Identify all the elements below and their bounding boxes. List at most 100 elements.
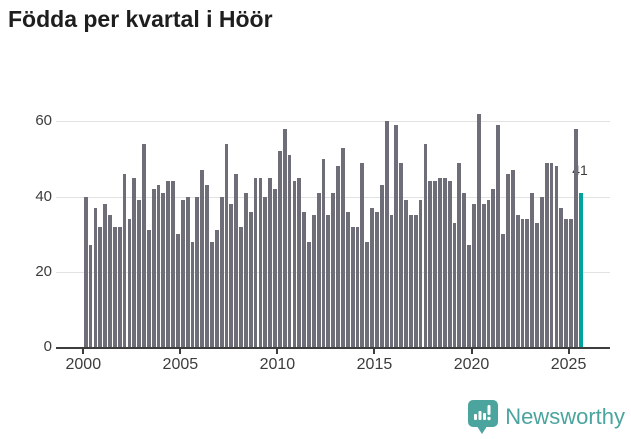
bar-2019-q4 <box>467 245 471 347</box>
value-label: 41 <box>572 162 588 178</box>
y-axis-label-60: 60 <box>35 112 52 130</box>
bar-2018-q2 <box>438 177 442 347</box>
bar-2011-q4 <box>311 215 316 347</box>
bar-2013-q3 <box>345 211 350 347</box>
bar-2003-q1 <box>142 143 146 347</box>
x-tick-2000 <box>82 349 85 354</box>
bar-2020-q2 <box>476 113 481 347</box>
bar-2001-q4 <box>117 226 122 347</box>
y-axis-label-40: 40 <box>35 187 52 205</box>
bar-2014-q4 <box>370 207 374 347</box>
x-axis-label-2010: 2010 <box>259 356 296 373</box>
bar-2004-q1 <box>161 192 166 347</box>
x-axis-label-2025: 2025 <box>550 356 587 373</box>
bar-2013-q2 <box>341 147 345 347</box>
x-axis-label-2005: 2005 <box>162 356 199 373</box>
newsworthy-brand-text: Newsworthy <box>505 404 625 429</box>
bar-2005-q2 <box>185 196 190 347</box>
bar-2009-q1 <box>258 177 263 347</box>
bar-2008-q3 <box>248 211 253 347</box>
bar-2013-q1 <box>336 166 340 347</box>
bar-2022-q4 <box>525 219 530 347</box>
bar-2012-q1 <box>316 192 321 347</box>
bar-2014-q1 <box>355 226 360 347</box>
bar-2007-q3 <box>229 204 234 347</box>
x-axis-label-2000: 2000 <box>65 356 102 373</box>
bar-2012-q4 <box>331 192 336 347</box>
x-axis-label-2020: 2020 <box>453 356 490 373</box>
bar-2023-q1 <box>530 192 535 347</box>
bar-2008-q2 <box>243 192 248 347</box>
gridline-60 <box>56 121 610 123</box>
bar-2011-q2 <box>302 211 306 347</box>
bar-2010-q3 <box>287 155 292 347</box>
bar-2002-q1 <box>122 173 127 347</box>
bar-2009-q3 <box>268 177 273 347</box>
y-axis-label-0: 0 <box>43 338 52 355</box>
bar-2017-q4 <box>428 181 433 347</box>
page-title: Födda per kvartal i Höör <box>8 6 273 32</box>
bar-2024-q1 <box>549 162 554 347</box>
bar-2001-q3 <box>112 226 117 347</box>
bar-2017-q2 <box>418 200 423 347</box>
bar-2025-q2 <box>573 128 578 347</box>
bar-2015-q4 <box>389 215 394 347</box>
bar-2002-q4 <box>137 200 142 347</box>
bar-2008-q4 <box>253 177 258 347</box>
x-tick-2020 <box>470 349 473 354</box>
bar-2010-q4 <box>292 181 297 347</box>
bar-2025-q3 <box>578 192 583 347</box>
bar-2010-q2 <box>282 128 287 347</box>
bar-2003-q4 <box>156 185 161 347</box>
bar-2003-q3 <box>151 189 156 347</box>
bar-2000-q1 <box>83 196 88 347</box>
bar-2006-q3 <box>210 241 214 347</box>
bar-2021-q2 <box>496 125 501 347</box>
bar-2011-q3 <box>307 241 311 347</box>
bar-2019-q2 <box>457 162 462 347</box>
bar-2006-q2 <box>205 185 209 347</box>
bar-2007-q4 <box>234 173 239 347</box>
bar-2019-q1 <box>452 222 457 347</box>
bar-2024-q4 <box>564 219 569 347</box>
bar-2010-q1 <box>277 151 282 347</box>
bar-2012-q3 <box>326 215 331 347</box>
bar-2023-q2 <box>535 222 539 347</box>
bar-2020-q4 <box>486 200 491 347</box>
bar-2024-q2 <box>554 166 559 347</box>
bar-2006-q4 <box>214 230 219 347</box>
bar-2015-q1 <box>375 211 379 347</box>
bar-2009-q4 <box>273 189 277 347</box>
bar-2009-q2 <box>263 196 268 347</box>
bar-2018-q1 <box>433 181 438 347</box>
bar-2016-q2 <box>399 162 404 347</box>
bar-2004-q4 <box>176 234 180 347</box>
bar-2005-q3 <box>190 241 195 347</box>
bar-2000-q2 <box>88 245 93 347</box>
bar-2002-q3 <box>132 177 137 347</box>
x-tick-2025 <box>567 349 570 354</box>
bar-2002-q2 <box>127 219 132 347</box>
bar-2016-q1 <box>394 125 399 347</box>
bar-2017-q1 <box>413 215 418 347</box>
x-axis-label-2015: 2015 <box>356 356 393 373</box>
bar-2016-q4 <box>408 215 413 347</box>
bar-2006-q1 <box>200 170 205 347</box>
bar-2001-q2 <box>108 215 112 347</box>
bar-2004-q3 <box>171 181 175 347</box>
x-tick-2010 <box>276 349 279 354</box>
bar-2001-q1 <box>103 204 108 347</box>
bar-2021-q1 <box>491 189 496 347</box>
bar-2011-q1 <box>297 177 302 347</box>
bar-2007-q1 <box>219 196 224 347</box>
bar-2020-q3 <box>481 204 486 347</box>
bar-2015-q2 <box>379 185 384 347</box>
bar-2023-q4 <box>544 162 549 347</box>
bar-2004-q2 <box>166 181 171 347</box>
bar-2021-q3 <box>501 234 505 347</box>
bar-2022-q2 <box>515 215 520 347</box>
bar-2005-q4 <box>195 196 200 347</box>
newsworthy-logo: Newsworthy <box>468 400 625 434</box>
bar-2025-q1 <box>569 219 573 347</box>
